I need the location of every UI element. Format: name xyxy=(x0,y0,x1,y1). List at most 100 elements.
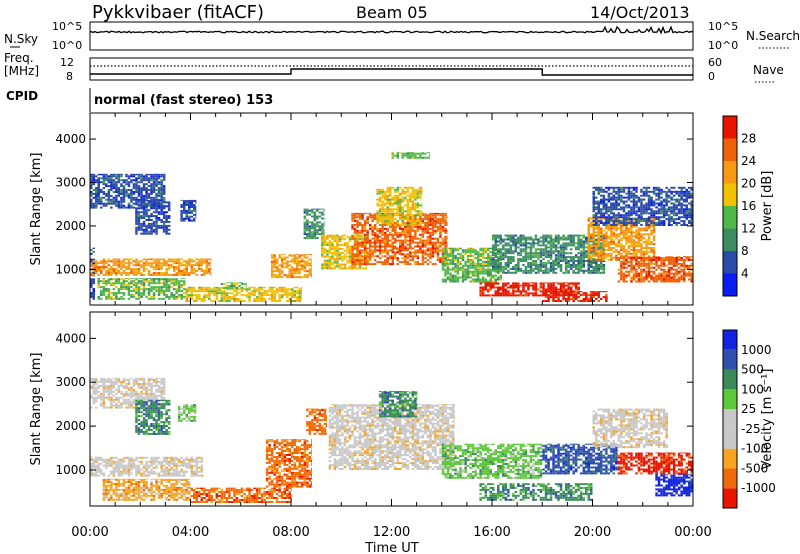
power-cell xyxy=(384,222,387,224)
power-cell xyxy=(145,173,148,176)
power-cell xyxy=(378,247,382,250)
power-cell xyxy=(456,257,460,259)
power-cell xyxy=(492,262,495,264)
power-cell xyxy=(97,280,100,283)
power-cell xyxy=(223,283,226,286)
power-cell xyxy=(346,249,349,252)
power-cell xyxy=(152,191,156,193)
power-cell xyxy=(175,292,178,294)
power-cell xyxy=(132,187,136,190)
power-cell xyxy=(399,225,402,228)
power-cell xyxy=(597,271,600,274)
power-cell xyxy=(145,206,148,209)
power-cell xyxy=(208,298,211,300)
power-cell xyxy=(602,236,606,239)
power-cell xyxy=(348,236,352,239)
power-cell xyxy=(356,225,359,228)
power-cell xyxy=(125,194,128,197)
power-cell xyxy=(105,290,108,292)
power-cell xyxy=(547,294,550,297)
power-cell xyxy=(401,227,404,230)
power-cell xyxy=(130,204,133,207)
power-cell xyxy=(306,223,309,226)
power-cell xyxy=(150,266,153,269)
power-cell xyxy=(396,208,399,211)
power-cell xyxy=(471,255,475,257)
power-cell xyxy=(371,241,374,244)
power-cell xyxy=(557,262,560,264)
power-cell xyxy=(338,253,342,256)
power-cell xyxy=(183,207,186,210)
power-cell xyxy=(411,229,415,232)
power-cell xyxy=(115,273,118,276)
power-cell xyxy=(150,203,153,206)
power-cell xyxy=(348,265,352,268)
power-cell xyxy=(585,296,588,299)
power-cell xyxy=(514,264,518,266)
freq-label-line1: Freq. xyxy=(4,51,34,65)
power-cell xyxy=(366,241,369,244)
power-cell xyxy=(135,198,138,201)
power-cell xyxy=(351,245,354,248)
power-cell xyxy=(311,266,312,269)
power-cell xyxy=(582,294,585,297)
power-cell xyxy=(489,257,492,259)
power-cell xyxy=(145,224,148,227)
power-cell xyxy=(524,242,528,245)
power-cell xyxy=(381,208,384,211)
power-cell xyxy=(451,278,455,281)
power-cell xyxy=(323,249,327,252)
power-cell xyxy=(471,251,475,254)
power-cell xyxy=(582,260,585,262)
power-cell xyxy=(439,231,442,234)
power-cell xyxy=(160,207,163,210)
power-cell xyxy=(333,261,337,264)
power-cell xyxy=(652,250,656,253)
power-cell xyxy=(456,253,460,256)
power-cell xyxy=(183,273,186,276)
power-cell xyxy=(351,227,354,230)
power-cell xyxy=(605,235,608,238)
power-cell xyxy=(494,246,497,249)
power-cell xyxy=(341,255,344,258)
power-cell xyxy=(416,152,420,155)
power-cell xyxy=(471,259,475,261)
power-cell xyxy=(504,267,508,270)
power-cell xyxy=(539,260,543,262)
power-cell xyxy=(296,266,299,269)
power-cell xyxy=(534,248,538,251)
power-cell xyxy=(587,225,590,228)
power-cell xyxy=(137,177,141,180)
power-cell xyxy=(132,268,136,271)
power-cell xyxy=(497,282,500,285)
power-cell xyxy=(117,179,121,182)
power-cell xyxy=(416,263,420,266)
power-cell xyxy=(343,255,347,258)
power-cell xyxy=(600,252,603,255)
power-cell xyxy=(190,292,193,295)
power-cell xyxy=(225,292,229,295)
power-cell xyxy=(188,288,191,291)
power-cell xyxy=(406,222,410,224)
power-cell xyxy=(620,223,623,226)
power-cell xyxy=(416,214,420,217)
power-cell xyxy=(110,173,113,176)
power-cell xyxy=(602,235,606,238)
power-cell xyxy=(534,238,538,241)
power-cell xyxy=(632,231,636,234)
power-cell xyxy=(160,273,163,276)
power-cell xyxy=(228,282,231,284)
power-cell xyxy=(559,286,563,289)
power-cell xyxy=(436,237,440,240)
power-cell xyxy=(579,240,583,243)
power-cell xyxy=(215,296,219,299)
power-cell xyxy=(404,204,407,207)
power-cell xyxy=(95,196,98,199)
power-cell xyxy=(439,225,442,228)
power-cell xyxy=(507,292,510,295)
power-cell xyxy=(577,240,580,243)
power-cell xyxy=(145,258,148,261)
power-cell xyxy=(605,233,608,236)
power-cell xyxy=(160,220,163,223)
power-cell xyxy=(476,274,480,277)
